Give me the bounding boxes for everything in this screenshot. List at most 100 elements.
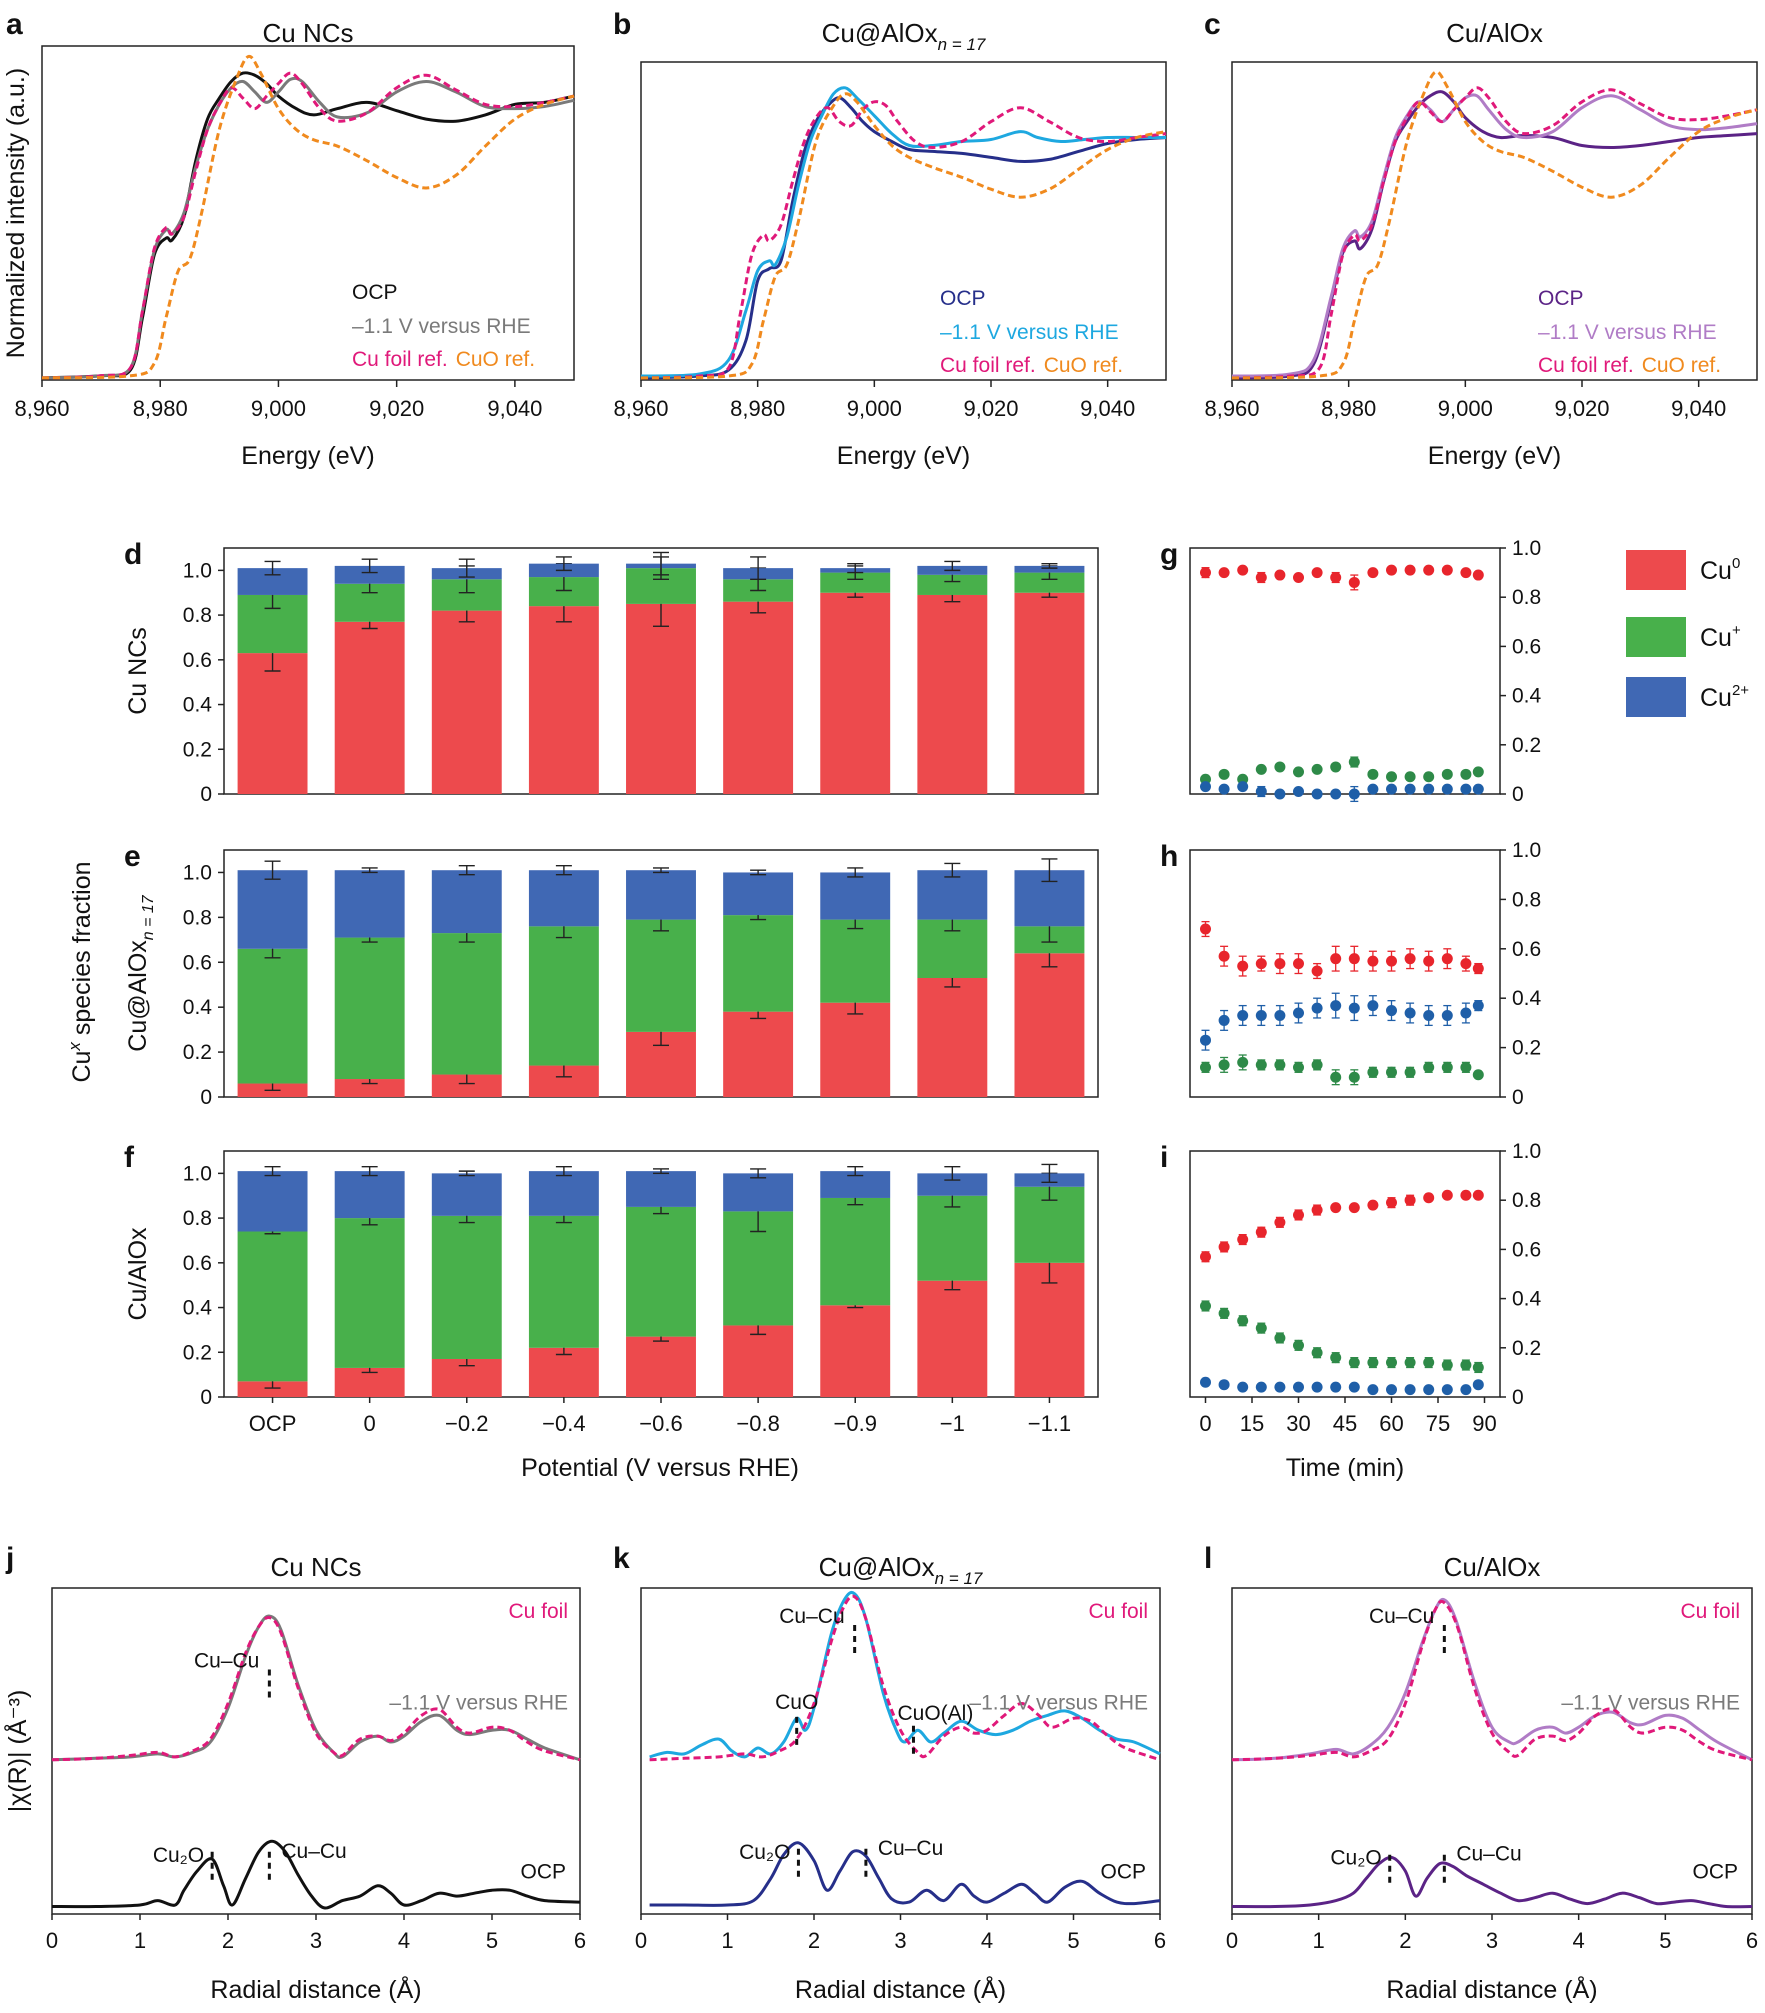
panel-h-point-cu0 <box>1404 953 1416 965</box>
panel-b-legend-1: –1.1 V versus RHE <box>940 321 1119 344</box>
panel-d-bar-cup <box>1014 572 1085 593</box>
panel-h-point-cu2p <box>1330 1000 1342 1012</box>
panel-j-peak-label: Cu₂O <box>153 1844 204 1867</box>
panel-f-xtick-label: −1 <box>940 1411 965 1436</box>
panel-i-ytick-label: 1.0 <box>1512 1140 1541 1163</box>
panel-d-bar-cup <box>820 572 891 593</box>
panel-g-point-cu0 <box>1460 567 1472 579</box>
panel-e-bar-cu2p <box>626 870 696 920</box>
panel-f-bar-cup <box>431 1215 502 1359</box>
panel-f-bar-cu0 <box>820 1305 891 1397</box>
panel-b-xtick-label: 9,040 <box>1080 396 1135 421</box>
panel-j-frame <box>51 1587 581 1915</box>
panel-e-bar-cu0 <box>431 1074 502 1097</box>
panel-c-xtick-label: 8,960 <box>1204 396 1259 421</box>
panel-g-point-cu0 <box>1404 564 1416 576</box>
panel-i-point-cu2p <box>1237 1381 1249 1393</box>
panel-i-xtick-label: 60 <box>1379 1411 1403 1436</box>
panel-b-legend-inline: CuO ref. <box>1044 354 1123 377</box>
panel-e-ytick-label: 0.6 <box>183 951 212 974</box>
panel-j-title: Cu NCs <box>270 1552 361 1582</box>
panel-a-xlabel: Energy (eV) <box>241 442 374 470</box>
panel-b-xtick-label: 8,980 <box>730 396 785 421</box>
panel-i-point-cu2p <box>1311 1381 1323 1393</box>
panel-i-ytick-label: 0.8 <box>1512 1189 1541 1212</box>
panel-k-series-2 <box>649 1841 1161 1907</box>
panel-b-letter: b <box>613 8 631 41</box>
panel-c-xtick-label: 9,000 <box>1438 396 1493 421</box>
panel-j-xtick-label: 5 <box>486 1928 498 1953</box>
panel-h-point-cup <box>1423 1061 1435 1073</box>
panel-k-letter: k <box>613 1542 630 1575</box>
panel-b-legend-2: Cu foil ref. CuO ref. <box>940 354 1123 377</box>
panel-h-point-cu2p <box>1460 1007 1472 1019</box>
panel-f-bar-cu0 <box>626 1336 696 1397</box>
legend-label-1: Cu+ <box>1700 622 1741 652</box>
panel-h-point-cu2p <box>1348 1002 1360 1014</box>
panel-k-xtick-label: 2 <box>808 1928 820 1953</box>
panel-i-xtick-label: 45 <box>1333 1411 1357 1436</box>
legend-label-0: Cu0 <box>1700 555 1740 585</box>
panel-k-title-main: Cu@AlOx <box>819 1552 935 1582</box>
panel-g-point-cu0 <box>1423 564 1435 576</box>
panel-i-xtick-label: 30 <box>1286 1411 1310 1436</box>
panel-i-point-cu2p <box>1274 1381 1286 1393</box>
bar-ylabel-main: Cu <box>68 1051 96 1083</box>
panel-i-point-cu2p <box>1472 1379 1484 1391</box>
panel-d-ytick-label: 0.6 <box>183 649 212 672</box>
panel-f-ytick-label: 0.8 <box>183 1207 212 1230</box>
panel-f-bar-cu2p <box>334 1171 405 1219</box>
panel-c-frame <box>1231 61 1758 381</box>
panel-i-point-cu0 <box>1441 1189 1453 1201</box>
panel-f-xtick-label: −1.1 <box>1028 1411 1071 1436</box>
panel-i-point-cu0 <box>1311 1204 1323 1216</box>
panel-h-point-cu2p <box>1255 1009 1267 1021</box>
panel-c-legend-text: –1.1 V versus RHE <box>1538 321 1717 344</box>
panel-i-point-cu0 <box>1237 1234 1249 1246</box>
panel-i-point-cu2p <box>1330 1381 1342 1393</box>
panel-e-bar-cu2p <box>723 872 794 916</box>
panel-c-series-2 <box>1231 86 1758 380</box>
panel-f-xtick-label: −0.6 <box>639 1411 682 1436</box>
panel-l-series-0 <box>1231 1597 1753 1762</box>
panel-a-xtick-label: 8,960 <box>14 396 69 421</box>
panel-h-point-cu2p <box>1237 1009 1249 1021</box>
panel-i-xlabel: Time (min) <box>1286 1454 1405 1482</box>
panel-g-point-cu0 <box>1367 567 1379 579</box>
panel-j-xtick-label: 4 <box>398 1928 410 1953</box>
panel-k-title-sub: n = 17 <box>935 1569 983 1588</box>
panel-h-point-cup <box>1404 1066 1416 1078</box>
panel-i-point-cu0 <box>1330 1202 1342 1214</box>
panel-g-point-cup <box>1386 771 1397 783</box>
panel-k-xtick-label: 0 <box>635 1928 647 1953</box>
panel-h-point-cu2p <box>1200 1034 1211 1046</box>
panel-e-ytick-label: 1.0 <box>183 861 212 884</box>
panel-h-point-cup <box>1348 1071 1360 1083</box>
panel-g-point-cup <box>1460 768 1472 780</box>
panel-i-point-cup <box>1311 1347 1323 1359</box>
panel-h-point-cup <box>1311 1059 1323 1071</box>
panel-h-point-cup <box>1441 1061 1453 1073</box>
panel-i-point-cup <box>1218 1307 1230 1319</box>
panel-g-ytick-label: 0.2 <box>1512 734 1541 757</box>
panel-f-bar-cu2p <box>431 1173 502 1216</box>
panel-j-xtick-label: 3 <box>310 1928 322 1953</box>
panel-i-ytick-label: 0.4 <box>1512 1288 1542 1311</box>
panel-j-xtick-label: 1 <box>134 1928 146 1953</box>
panel-h-point-cu2p <box>1218 1014 1230 1026</box>
panel-d-bar-cu0 <box>528 606 599 794</box>
panel-i-point-cup <box>1386 1357 1397 1369</box>
panel-l-letter: l <box>1204 1542 1212 1575</box>
panel-l-xtick-label: 4 <box>1573 1928 1585 1953</box>
panel-e-bar-cu2p <box>528 870 599 927</box>
panel-b-xlabel: Energy (eV) <box>837 442 970 470</box>
panel-l-xtick-label: 0 <box>1226 1928 1238 1953</box>
panel-a-title-main: Cu NCs <box>262 18 353 48</box>
panel-l-peak-label: Cu–Cu <box>1369 1605 1434 1628</box>
panel-l-xtick-label: 3 <box>1486 1928 1498 1953</box>
panel-g-point-cu2p <box>1274 788 1286 800</box>
panel-h-point-cup <box>1218 1059 1230 1071</box>
panel-d-bar-cu2p <box>334 565 405 584</box>
panel-f-letter: f <box>124 1141 135 1174</box>
panel-d-row-label-main: Cu NCs <box>124 627 152 715</box>
